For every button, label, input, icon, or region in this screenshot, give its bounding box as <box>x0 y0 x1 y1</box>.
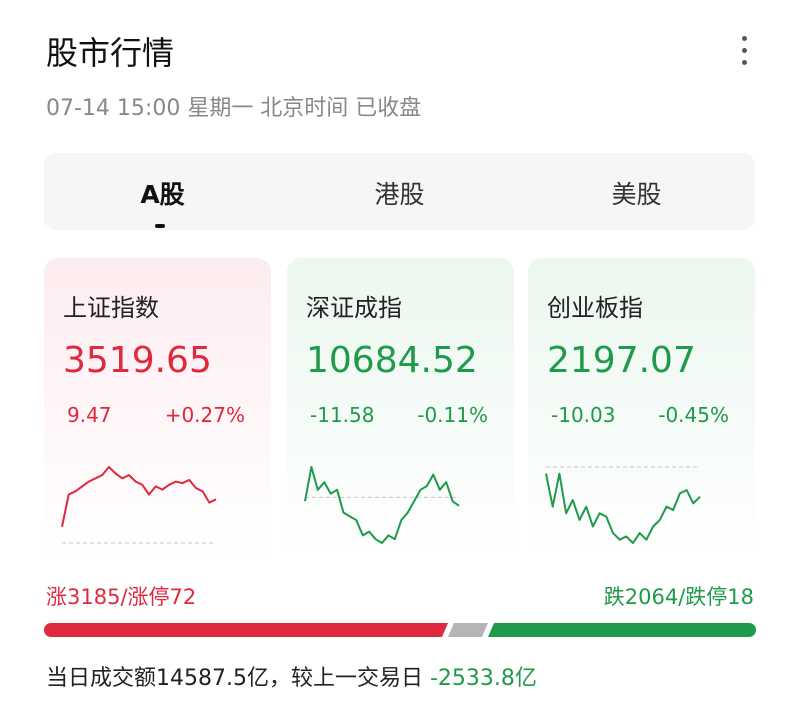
sparkline-path <box>304 466 460 544</box>
tab-indicator <box>155 224 165 228</box>
index-change: 9.47 <box>67 403 112 427</box>
index-change-pct: -0.45% <box>658 403 729 427</box>
index-name: 上证指数 <box>63 294 159 322</box>
turnover-text: 当日成交额14587.5亿，较上一交易日 <box>46 666 423 691</box>
index-change: -10.03 <box>551 403 616 427</box>
more-menu[interactable] <box>740 36 750 72</box>
index-card[interactable]: 创业板指 2197.07 -10.03 -0.45% <box>528 258 755 560</box>
index-value: 10684.52 <box>306 340 478 381</box>
rise-count: 涨3185/涨停72 <box>46 585 197 609</box>
index-change-pct: +0.27% <box>164 403 245 427</box>
sparkline <box>545 466 701 544</box>
index-name: 创业板指 <box>547 294 643 322</box>
index-card[interactable]: 深证成指 10684.52 -11.58 -0.11% <box>287 258 514 560</box>
index-change: -11.58 <box>310 403 375 427</box>
rise-bar <box>51 623 448 637</box>
index-change-pct: -0.11% <box>417 403 488 427</box>
sparkline <box>304 466 460 544</box>
fall-bar <box>488 623 749 637</box>
title: 股市行情 <box>46 34 175 72</box>
turnover: 当日成交额14587.5亿，较上一交易日 -2533.8亿 <box>46 660 537 692</box>
index-card[interactable]: 上证指数 3519.65 9.47 +0.27% <box>44 258 271 560</box>
subtitle: 07-14 15:00 星期一 北京时间 已收盘 <box>46 96 422 121</box>
tab[interactable]: 港股 <box>374 180 425 209</box>
tab[interactable]: 美股 <box>611 180 662 209</box>
breadth-bar <box>44 623 756 637</box>
turnover-diff: -2533.8亿 <box>429 666 537 691</box>
tab-bar: A股 港股 美股 <box>44 153 755 230</box>
rise-bar-cap <box>44 623 58 637</box>
tab[interactable]: A股 <box>140 180 185 209</box>
index-name: 深证成指 <box>306 294 402 322</box>
fall-bar-cap <box>742 623 756 637</box>
index-value: 2197.07 <box>547 340 696 381</box>
flat-bar <box>448 623 488 637</box>
fall-count: 跌2064/跌停18 <box>603 585 754 609</box>
index-value: 3519.65 <box>63 340 212 381</box>
sparkline-path <box>545 472 701 544</box>
sparkline <box>61 466 217 544</box>
sparkline-path <box>61 466 217 528</box>
